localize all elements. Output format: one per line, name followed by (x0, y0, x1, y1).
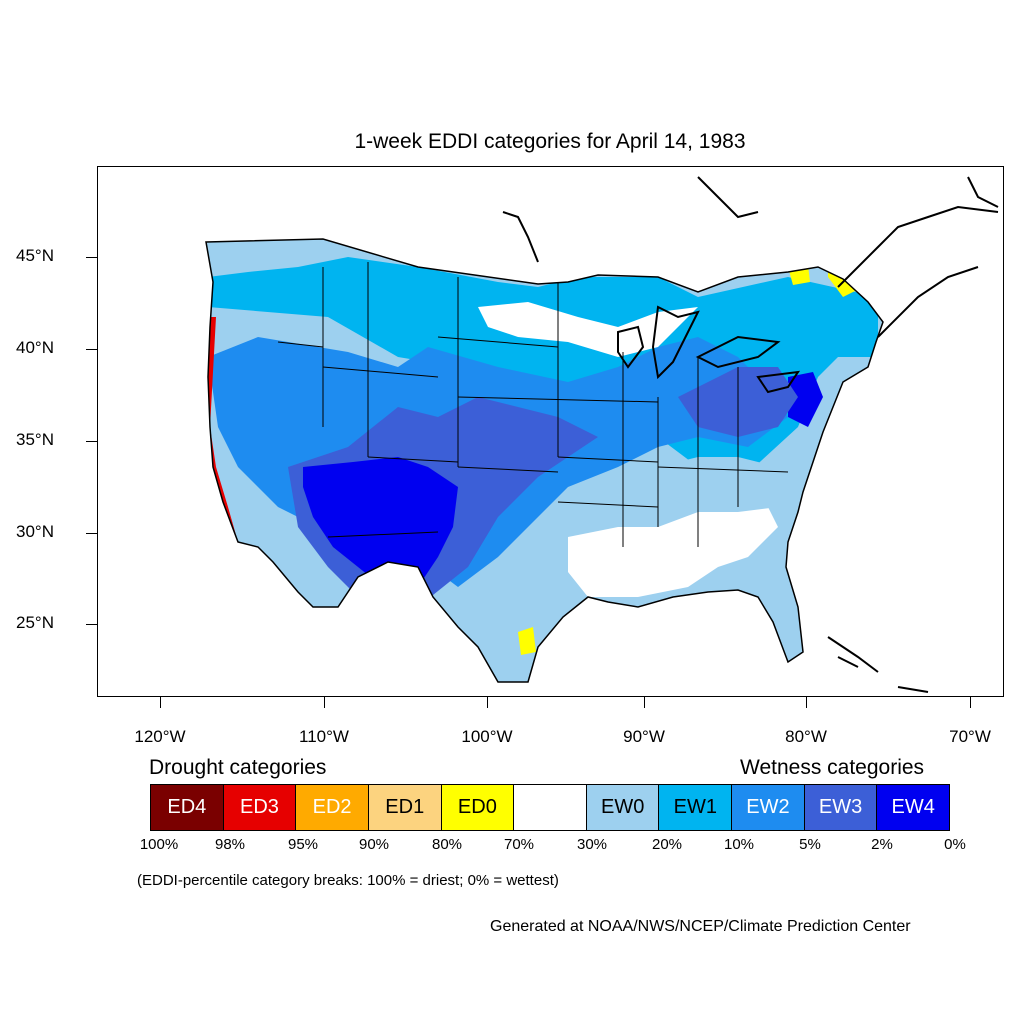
xtick-label: 120°W (134, 727, 186, 746)
percentile-break: 70% (503, 836, 535, 853)
legend-box-ed0: ED0 (441, 785, 515, 830)
legend-color-bar: ED4 ED3 ED2 ED1 ED0 EW0 EW1 EW2 EW3 EW4 (150, 784, 950, 831)
percentile-break: 20% (651, 836, 683, 853)
percentile-break: 98% (214, 836, 246, 853)
xtick-mark (487, 697, 488, 708)
ytick-mark (86, 441, 97, 442)
coastline-features (502, 176, 999, 693)
xtick-mark (806, 697, 807, 708)
percentile-break: 95% (287, 836, 319, 853)
percentile-break: 5% (799, 836, 821, 853)
xtick-mark (160, 697, 161, 708)
ytick-mark (86, 257, 97, 258)
credit-line: Generated at NOAA/NWS/NCEP/Climate Predi… (490, 918, 911, 935)
percentile-break: 2% (871, 836, 893, 853)
ytick-mark (86, 349, 97, 350)
ytick-label: 25°N (16, 613, 54, 632)
legend-box-ed3: ED3 (223, 785, 297, 830)
legend-box-ew0: EW0 (586, 785, 660, 830)
xtick-label: 90°W (623, 727, 665, 746)
xtick-label: 70°W (949, 727, 991, 746)
percentile-break: 30% (576, 836, 608, 853)
legend-box-ed2: ED2 (296, 785, 369, 830)
wetness-categories-heading: Wetness categories (740, 756, 925, 779)
xtick-label: 100°W (461, 727, 513, 746)
map-title: 1-week EDDI categories for April 14, 198… (354, 130, 746, 153)
ytick-mark (86, 624, 97, 625)
land-fill (206, 239, 883, 682)
boundaries (205, 238, 884, 683)
ytick-label: 45°N (16, 246, 54, 265)
percentile-break: 100% (139, 836, 179, 853)
percentile-break: 80% (431, 836, 463, 853)
legend-box-ew4: EW4 (877, 785, 950, 830)
legend-box-normal (514, 785, 587, 830)
ytick-mark (86, 533, 97, 534)
ytick-label: 30°N (16, 522, 54, 541)
map-plot-area (97, 166, 1004, 697)
xtick-mark (970, 697, 971, 708)
legend-box-ew2: EW2 (732, 785, 805, 830)
legend-box-ed4: ED4 (151, 785, 224, 830)
legend-box-ew1: EW1 (659, 785, 733, 830)
eddi-map (205, 176, 999, 693)
drought-categories-heading: Drought categories (149, 756, 327, 779)
xtick-mark (644, 697, 645, 708)
legend-box-ew3: EW3 (804, 785, 878, 830)
xtick-label: 110°W (299, 727, 349, 746)
legend-box-ed1: ED1 (368, 785, 442, 830)
xtick-label: 80°W (785, 727, 827, 746)
ytick-label: 35°N (16, 430, 54, 449)
xtick-mark (324, 697, 325, 708)
category-breaks-note: (EDDI-percentile category breaks: 100% =… (137, 872, 559, 889)
ytick-label: 40°N (16, 338, 54, 357)
percentile-break: 10% (723, 836, 755, 853)
percentile-break: 90% (358, 836, 390, 853)
percentile-break: 0% (944, 836, 966, 853)
